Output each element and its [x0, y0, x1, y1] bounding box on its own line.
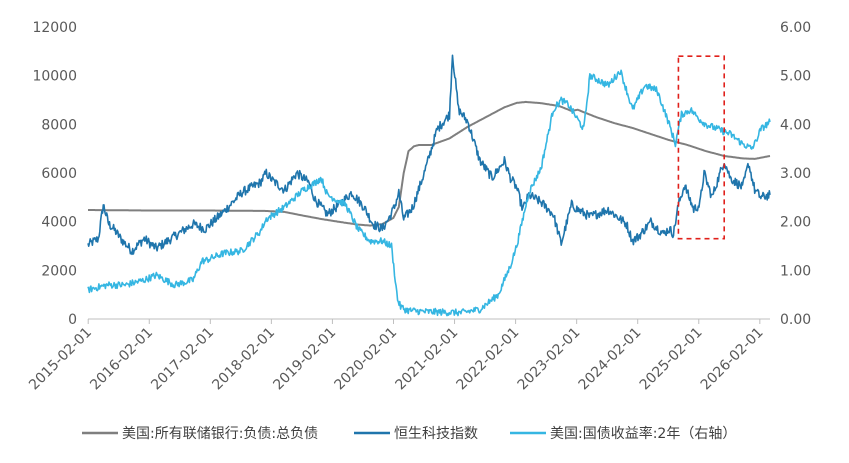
x-tick-label: 2020-02-01 [331, 325, 400, 394]
x-tick-label: 2026-02-01 [698, 325, 767, 394]
y-right-tick-label: 4.00 [780, 117, 811, 133]
highlight-box [677, 55, 726, 240]
x-tick-label: 2023-02-01 [515, 325, 584, 394]
y-axis-left: 0 2000 4000 6000 8000 10000 12000 [32, 20, 77, 328]
y-right-tick-label: 3.00 [780, 166, 811, 182]
series-line-0 [87, 100, 771, 227]
x-tick-label: 2019-02-01 [270, 325, 339, 394]
plot-area [87, 54, 771, 320]
y-right-tick-label: 6.00 [780, 20, 811, 36]
x-tick-label: 2025-02-01 [637, 325, 706, 394]
series-line-1 [87, 54, 771, 256]
y-right-tick-label: 0.00 [780, 312, 811, 328]
y-right-tick-label: 2.00 [780, 215, 811, 231]
legend-label-1: 恒生科技指数 [394, 426, 478, 442]
legend-label-2: 美国:国债收益率:2年（右轴） [550, 425, 736, 442]
legend-label-0: 美国:所有联储银行:负债:总负债 [122, 426, 318, 442]
y-right-tick-label: 5.00 [780, 69, 811, 85]
y-left-tick-label: 2000 [41, 263, 77, 279]
series-line-2 [87, 69, 771, 317]
y-right-tick-label: 1.00 [780, 263, 811, 279]
legend: 美国:所有联储银行:负债:总负债 恒生科技指数 美国:国债收益率:2年（右轴） [82, 425, 736, 442]
x-tick-label: 2016-02-01 [87, 325, 156, 394]
y-left-tick-label: 12000 [32, 20, 77, 36]
y-axis-right: 0.00 1.00 2.00 3.00 4.00 5.00 6.00 [780, 20, 811, 328]
x-tick-label: 2015-02-01 [26, 325, 95, 394]
x-axis: 2015-02-012016-02-012017-02-012018-02-01… [26, 319, 767, 394]
x-tick-label: 2017-02-01 [148, 325, 217, 394]
x-tick-label: 2024-02-01 [576, 325, 645, 394]
x-tick-label: 2022-02-01 [454, 325, 523, 394]
y-left-tick-label: 6000 [41, 166, 77, 182]
x-tick-label: 2018-02-01 [209, 325, 278, 394]
y-left-tick-label: 4000 [41, 215, 77, 231]
y-left-tick-label: 10000 [32, 69, 77, 85]
y-left-tick-label: 0 [68, 312, 77, 328]
x-tick-label: 2021-02-01 [393, 325, 462, 394]
y-left-tick-label: 8000 [41, 117, 77, 133]
